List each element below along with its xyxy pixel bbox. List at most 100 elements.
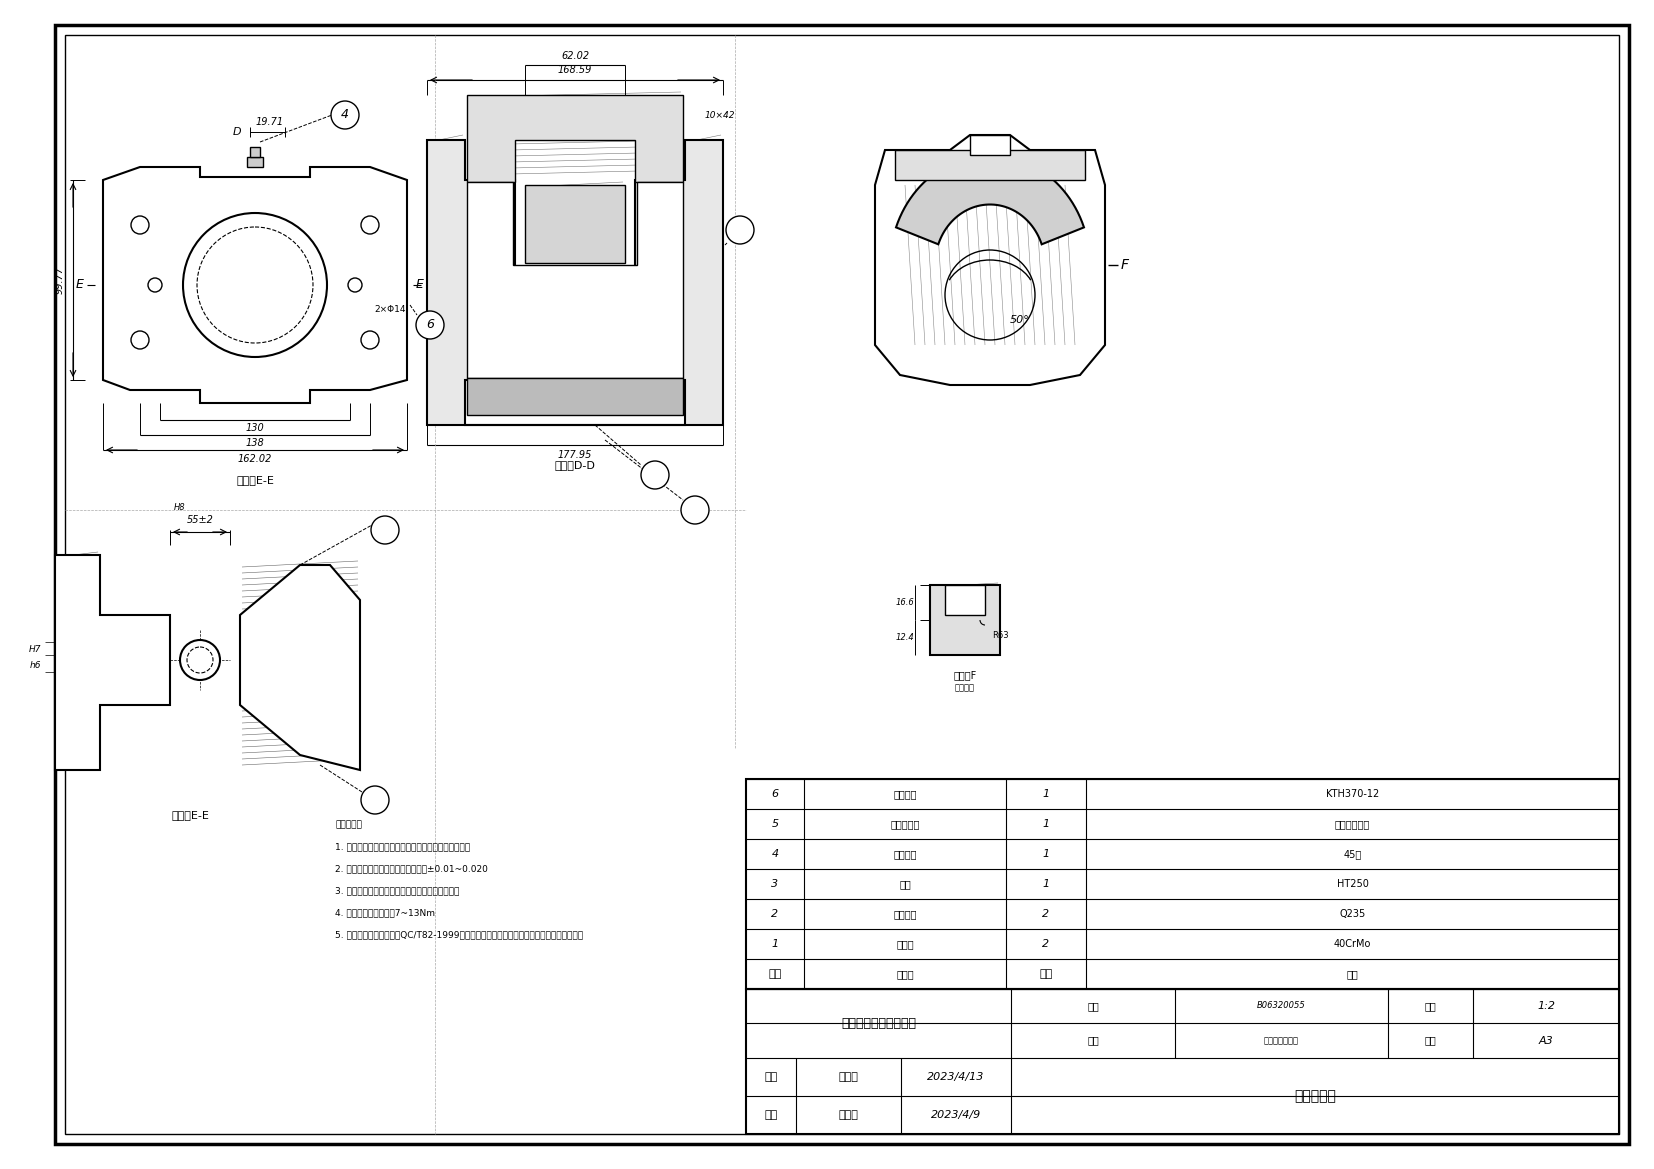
Bar	[246, 157, 263, 167]
Polygon shape	[896, 155, 1083, 244]
Circle shape	[642, 461, 668, 489]
Text: 武汉商学院: 武汉商学院	[1293, 1090, 1336, 1104]
Text: 6: 6	[427, 318, 433, 332]
Text: 1: 1	[736, 223, 744, 236]
Text: 剖视图E-E: 剖视图E-E	[237, 475, 275, 485]
Text: 陈志宏: 陈志宏	[839, 1111, 858, 1120]
Polygon shape	[240, 565, 361, 770]
Text: 锻造：叶: 锻造：叶	[954, 684, 974, 692]
Text: 19.71: 19.71	[256, 117, 284, 127]
Polygon shape	[466, 182, 683, 378]
Text: h6: h6	[30, 660, 41, 670]
Text: 2: 2	[1042, 909, 1050, 919]
Text: H7: H7	[28, 645, 41, 655]
Text: 1: 1	[1042, 879, 1050, 888]
Polygon shape	[466, 95, 683, 182]
Circle shape	[726, 216, 754, 244]
Text: E: E	[76, 278, 84, 291]
Text: D: D	[233, 127, 241, 137]
Text: E: E	[417, 278, 423, 291]
Text: 剖视图D-D: 剖视图D-D	[554, 459, 595, 470]
Text: 162.02: 162.02	[238, 454, 273, 464]
Text: 3: 3	[691, 504, 700, 517]
Text: 审核: 审核	[764, 1072, 777, 1082]
Bar	[250, 147, 260, 157]
Text: 2: 2	[771, 909, 779, 919]
Polygon shape	[524, 185, 625, 263]
Text: 3: 3	[771, 879, 779, 888]
Circle shape	[370, 516, 399, 544]
Text: 168.59: 168.59	[557, 65, 592, 75]
Text: 三元乙丙橡胶: 三元乙丙橡胶	[1335, 819, 1370, 829]
Text: 2×Φ14: 2×Φ14	[374, 305, 405, 314]
Text: 16.6: 16.6	[895, 599, 915, 607]
Text: 138: 138	[246, 438, 265, 448]
Text: HT250: HT250	[1336, 879, 1368, 888]
Text: F: F	[1121, 258, 1130, 272]
Text: 1: 1	[1042, 789, 1050, 798]
Text: 6: 6	[771, 789, 779, 798]
Bar	[746, 989, 1619, 1134]
Polygon shape	[103, 167, 407, 403]
Bar	[746, 779, 1619, 989]
Text: 盘式制动器制动钳总成: 盘式制动器制动钳总成	[840, 1017, 916, 1030]
Text: R63: R63	[992, 630, 1009, 639]
Text: 图号: 图号	[1424, 1036, 1436, 1045]
Text: 1: 1	[1042, 819, 1050, 829]
Text: 制图: 制图	[764, 1111, 777, 1120]
Text: B06320055: B06320055	[1257, 1002, 1307, 1010]
Text: 55±2: 55±2	[187, 516, 213, 525]
Circle shape	[361, 786, 389, 814]
Text: 李小庆: 李小庆	[839, 1072, 858, 1082]
Text: 40CrMo: 40CrMo	[1333, 939, 1371, 949]
Text: 六角螺栓: 六角螺栓	[893, 909, 916, 919]
Text: 数量: 数量	[1039, 969, 1052, 978]
Text: 活塞: 活塞	[900, 879, 911, 888]
Text: KTH370-12: KTH370-12	[1327, 789, 1379, 798]
Text: 1:2: 1:2	[1537, 1001, 1555, 1011]
Text: 10×42: 10×42	[705, 111, 736, 119]
Text: 5: 5	[771, 819, 779, 829]
Text: 5. 制动钳总成性能应符合QC/T82-1999《轿车制动钳总成性能要求及台架试验方法》的规定: 5. 制动钳总成性能应符合QC/T82-1999《轿车制动钳总成性能要求及台架试…	[336, 931, 584, 939]
Circle shape	[331, 101, 359, 129]
Text: 班级: 班级	[1087, 1036, 1098, 1045]
Text: 2: 2	[370, 794, 379, 807]
Text: 导向销: 导向销	[896, 939, 913, 949]
Text: 62.02: 62.02	[561, 51, 589, 61]
Text: 剖视图F: 剖视图F	[953, 670, 976, 680]
Text: 50°: 50°	[1011, 314, 1030, 325]
Text: A3: A3	[1538, 1036, 1553, 1045]
Text: 1: 1	[1042, 849, 1050, 859]
Text: 2023/4/13: 2023/4/13	[928, 1072, 984, 1082]
Text: 4. 放气螺钉扭紧力矩为7~13Nm: 4. 放气螺钉扭紧力矩为7~13Nm	[336, 908, 435, 916]
Text: 177.95: 177.95	[557, 450, 592, 459]
Text: 汽车制工程二班: 汽车制工程二班	[1264, 1036, 1298, 1045]
Text: H8: H8	[174, 503, 185, 512]
Circle shape	[180, 639, 220, 680]
Text: 1: 1	[771, 939, 779, 949]
Text: 剖视图E-E: 剖视图E-E	[170, 810, 208, 819]
Text: 1: 1	[380, 524, 389, 537]
Polygon shape	[427, 140, 723, 426]
Text: 比例: 比例	[1424, 1001, 1436, 1011]
Text: 技术要求：: 技术要求：	[336, 819, 362, 829]
Bar	[969, 134, 1011, 155]
Bar	[944, 584, 986, 615]
Text: 130: 130	[246, 423, 265, 433]
Text: 12.4: 12.4	[895, 632, 915, 642]
Text: 制动钳体: 制动钳体	[893, 789, 916, 798]
Text: 5: 5	[652, 469, 658, 482]
Text: 材料: 材料	[1346, 969, 1358, 978]
Text: 1. 装配时在下列铸位添足量润滑脂（不得污染制动块）: 1. 装配时在下列铸位添足量润滑脂（不得污染制动块）	[336, 842, 470, 851]
Text: 4: 4	[341, 109, 349, 122]
Bar	[930, 584, 1001, 655]
Text: 2: 2	[1042, 939, 1050, 949]
Text: 放气螺钉: 放气螺钉	[893, 849, 916, 859]
Bar	[895, 150, 1085, 180]
Text: 2. 以上零件尺寸标注均存在尺寸公差±0.01~0.020: 2. 以上零件尺寸标注均存在尺寸公差±0.01~0.020	[336, 864, 488, 873]
Polygon shape	[55, 555, 170, 770]
Polygon shape	[466, 378, 683, 415]
Text: 学号: 学号	[1087, 1001, 1098, 1011]
Text: 序号: 序号	[769, 969, 782, 978]
Text: 45钢: 45钢	[1343, 849, 1361, 859]
